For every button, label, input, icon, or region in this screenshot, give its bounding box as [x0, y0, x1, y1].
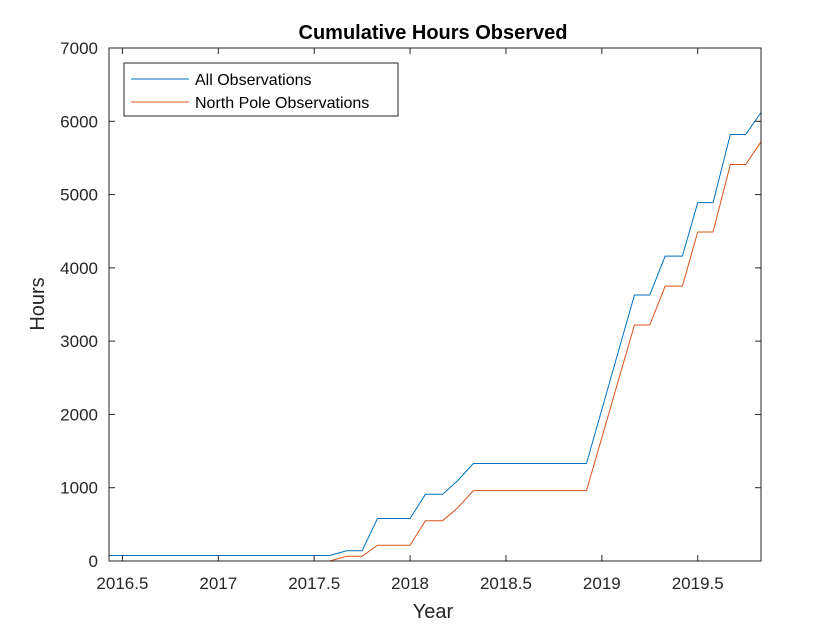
- y-tick-label: 0: [89, 552, 98, 571]
- axes-background: [109, 48, 761, 561]
- series-layer: [109, 112, 762, 562]
- legend-label-north-pole-observations: North Pole Observations: [195, 95, 369, 112]
- x-tick-label: 2019: [583, 574, 621, 593]
- x-tick-label: 2019.5: [672, 574, 724, 593]
- legend: All Observations North Pole Observations: [123, 62, 399, 117]
- x-tick-label: 2017.5: [288, 574, 340, 593]
- y-tick-label: 5000: [60, 186, 98, 205]
- x-tick-label: 2017: [199, 574, 237, 593]
- legend-box: [123, 62, 399, 117]
- x-tick-label: 2018.5: [480, 574, 532, 593]
- series-line-1: [109, 141, 762, 562]
- plot-area: 2016.5 2017 2017.5 2018 2018.5 2019 2019.5 0 10…: [60, 39, 762, 593]
- y-tick-label: 4000: [60, 259, 98, 278]
- axes-frame: [108, 47, 762, 562]
- y-tick-label: 6000: [60, 112, 98, 131]
- y-tick-label: 1000: [60, 479, 98, 498]
- x-tick-label: 2018: [391, 574, 429, 593]
- y-tick-label: 2000: [60, 405, 98, 424]
- y-tick-label: 3000: [60, 332, 98, 351]
- x-axis-ticks: 2016.5 2017 2017.5 2018 2018.5 2019 2019.5: [96, 48, 724, 593]
- chart-title: Cumulative Hours Observed: [299, 22, 568, 44]
- y-tick-label: 7000: [60, 39, 98, 58]
- legend-label-all-observations: All Observations: [195, 72, 312, 89]
- series-line-0: [109, 112, 762, 556]
- x-axis-label: Year: [413, 601, 454, 623]
- x-tick-label: 2016.5: [96, 574, 148, 593]
- y-axis-label: Hours: [27, 277, 49, 330]
- y-axis-ticks: 0 1000 2000 3000 4000 5000 6000 7000: [60, 39, 761, 571]
